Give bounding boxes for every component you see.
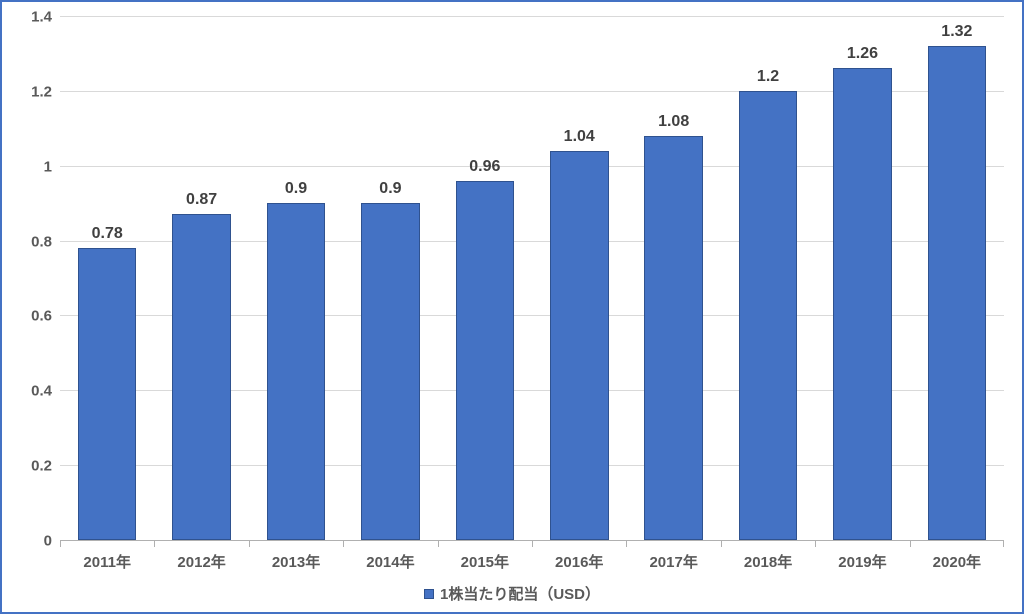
y-tick-label: 0.2: [31, 458, 52, 475]
legend-label: 1株当たり配当（USD）: [440, 583, 600, 604]
bar: 0.78: [78, 248, 137, 540]
x-tick-label: 2020年: [910, 541, 1004, 572]
y-tick-label: 1.2: [31, 83, 52, 100]
bar-slot: 0.9: [249, 16, 343, 540]
bar: 1.04: [550, 151, 609, 540]
y-tick-label: 0: [44, 533, 52, 550]
bar-value-label: 1.08: [658, 113, 689, 131]
x-tick-label: 2012年: [154, 541, 248, 572]
bar: 1.08: [644, 136, 703, 540]
bar-slot: 0.78: [60, 16, 154, 540]
legend-swatch: [424, 589, 434, 599]
bar: 0.9: [361, 203, 420, 540]
y-tick-label: 0.8: [31, 233, 52, 250]
bar: 0.87: [172, 214, 231, 540]
x-tick-label: 2014年: [343, 541, 437, 572]
x-tick-label: 2011年: [60, 541, 154, 572]
y-tick-label: 0.6: [31, 308, 52, 325]
bar-slot: 1.32: [910, 16, 1004, 540]
x-tick-label: 2019年: [815, 541, 909, 572]
bars-row: 0.78 0.87 0.9 0.9 0.96 1.04 1.08 1.2 1.26 1.32: [60, 16, 1004, 540]
bar-value-label: 0.87: [186, 191, 217, 209]
bar: 1.2: [739, 91, 798, 540]
bar-slot: 1.04: [532, 16, 626, 540]
bar-value-label: 1.2: [757, 68, 779, 86]
bar: 1.26: [833, 68, 892, 540]
bar-slot: 1.26: [815, 16, 909, 540]
bar: 0.96: [456, 181, 515, 540]
bar-value-label: 0.9: [285, 180, 307, 198]
bar-slot: 1.08: [626, 16, 720, 540]
bar-slot: 0.9: [343, 16, 437, 540]
x-axis: 2011年2012年2013年2014年2015年2016年2017年2018年…: [60, 540, 1004, 572]
bar-value-label: 0.96: [469, 158, 500, 176]
x-tick-label: 2013年: [249, 541, 343, 572]
bar: 0.9: [267, 203, 326, 540]
bar-slot: 0.87: [154, 16, 248, 540]
bar-slot: 0.96: [438, 16, 532, 540]
bar: 1.32: [928, 46, 987, 540]
bar-value-label: 1.26: [847, 45, 878, 63]
bar-value-label: 0.78: [92, 225, 123, 243]
bar-slot: 1.2: [721, 16, 815, 540]
bar-value-label: 1.04: [564, 128, 595, 146]
dividend-chart: 0 0.2 0.4 0.6 0.8 1 1.2 1.4 0.78 0.87 0.9 0.9 0.96 1…: [0, 0, 1024, 614]
y-tick-label: 0.4: [31, 383, 52, 400]
x-tick-label: 2015年: [438, 541, 532, 572]
x-tick-label: 2017年: [626, 541, 720, 572]
y-tick-label: 1.4: [31, 9, 52, 26]
y-tick-label: 1: [44, 158, 52, 175]
bar-value-label: 0.9: [379, 180, 401, 198]
legend: 1株当たり配当（USD）: [2, 583, 1022, 604]
x-tick-label: 2016年: [532, 541, 626, 572]
x-tick-label: 2018年: [721, 541, 815, 572]
bar-value-label: 1.32: [941, 23, 972, 41]
plot-area: 00.20.40.60.811.21.4 0.780.870.90.90.961…: [60, 16, 1004, 540]
